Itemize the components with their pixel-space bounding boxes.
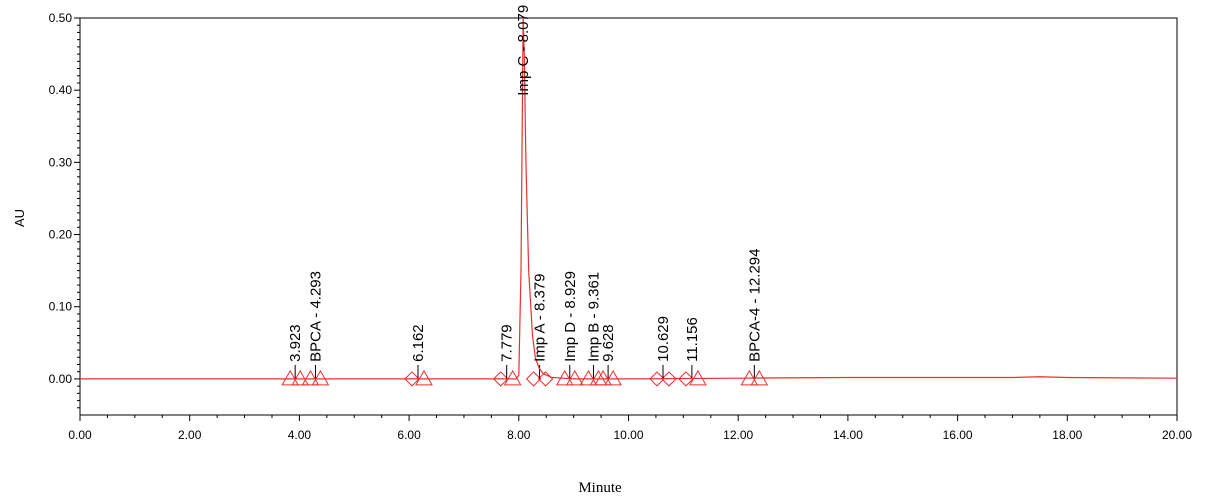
peak-end-marker xyxy=(311,369,330,386)
plot-frame xyxy=(79,17,1178,416)
x-tick-label: 20.00 xyxy=(1162,428,1192,442)
peak-labels: 3.923 BPCA - 4.293 6.162 7.779 Imp C - 8.079… xyxy=(287,5,763,362)
axis-ticks xyxy=(74,17,1178,421)
x-tick-label: 16.00 xyxy=(943,428,973,442)
peak-label: 11.156 xyxy=(684,317,701,362)
peak-start-marker xyxy=(525,371,542,387)
y-tick-label: 0.50 xyxy=(49,11,73,25)
peak-label: Imp D - 8.929 xyxy=(562,271,579,362)
x-axis-title: Minute xyxy=(578,480,622,496)
x-tick-labels: 0.00 2.00 4.00 6.00 8.00 10.00 12.00 14.00 16.00… xyxy=(68,428,1192,442)
peak-label: BPCA - 4.293 xyxy=(308,271,325,362)
peak-start-marker xyxy=(281,369,300,386)
peak-end-marker xyxy=(415,369,433,386)
peak-label: 6.162 xyxy=(410,324,427,362)
peak-label: 10.629 xyxy=(655,316,672,362)
peak-start-marker xyxy=(594,369,612,386)
x-tick-label: 8.00 xyxy=(507,428,531,442)
peak-markers xyxy=(281,364,769,387)
chromatogram-trace xyxy=(80,17,1178,380)
y-tick-label: 0.30 xyxy=(49,155,73,169)
peak-end-marker xyxy=(604,369,622,386)
y-tick-label: 0.10 xyxy=(49,300,73,314)
x-tick-label: 18.00 xyxy=(1052,428,1082,442)
peak-label: Imp C - 8.079 xyxy=(515,5,532,96)
peak-start-marker xyxy=(579,369,598,386)
x-tick-label: 0.00 xyxy=(68,428,92,442)
x-tick-label: 14.00 xyxy=(833,428,863,442)
x-tick-label: 4.00 xyxy=(288,428,312,442)
y-tick-label: 0.20 xyxy=(49,228,73,242)
y-tick-label: 0.00 xyxy=(49,372,73,386)
y-tick-labels: 0.00 0.10 0.20 0.30 0.40 0.50 xyxy=(49,11,73,386)
x-tick-label: 2.00 xyxy=(178,428,202,442)
peak-label: 3.923 xyxy=(287,324,304,362)
x-tick-label: 10.00 xyxy=(613,428,643,442)
peak-end-marker xyxy=(565,369,584,386)
x-tick-label: 6.00 xyxy=(397,428,421,442)
y-axis-title: AU xyxy=(12,209,27,227)
peak-label: Imp B - 9.361 xyxy=(586,272,603,362)
x-tick-label: 12.00 xyxy=(723,428,753,442)
peak-end-marker xyxy=(291,369,310,386)
y-tick-label: 0.40 xyxy=(49,83,73,97)
peak-start-marker xyxy=(301,369,320,386)
peak-label: Imp A - 8.379 xyxy=(532,274,549,362)
peak-label: 9.628 xyxy=(600,324,617,362)
peak-label: 7.779 xyxy=(499,324,516,362)
peak-label: BPCA-4 - 12.294 xyxy=(746,248,763,361)
